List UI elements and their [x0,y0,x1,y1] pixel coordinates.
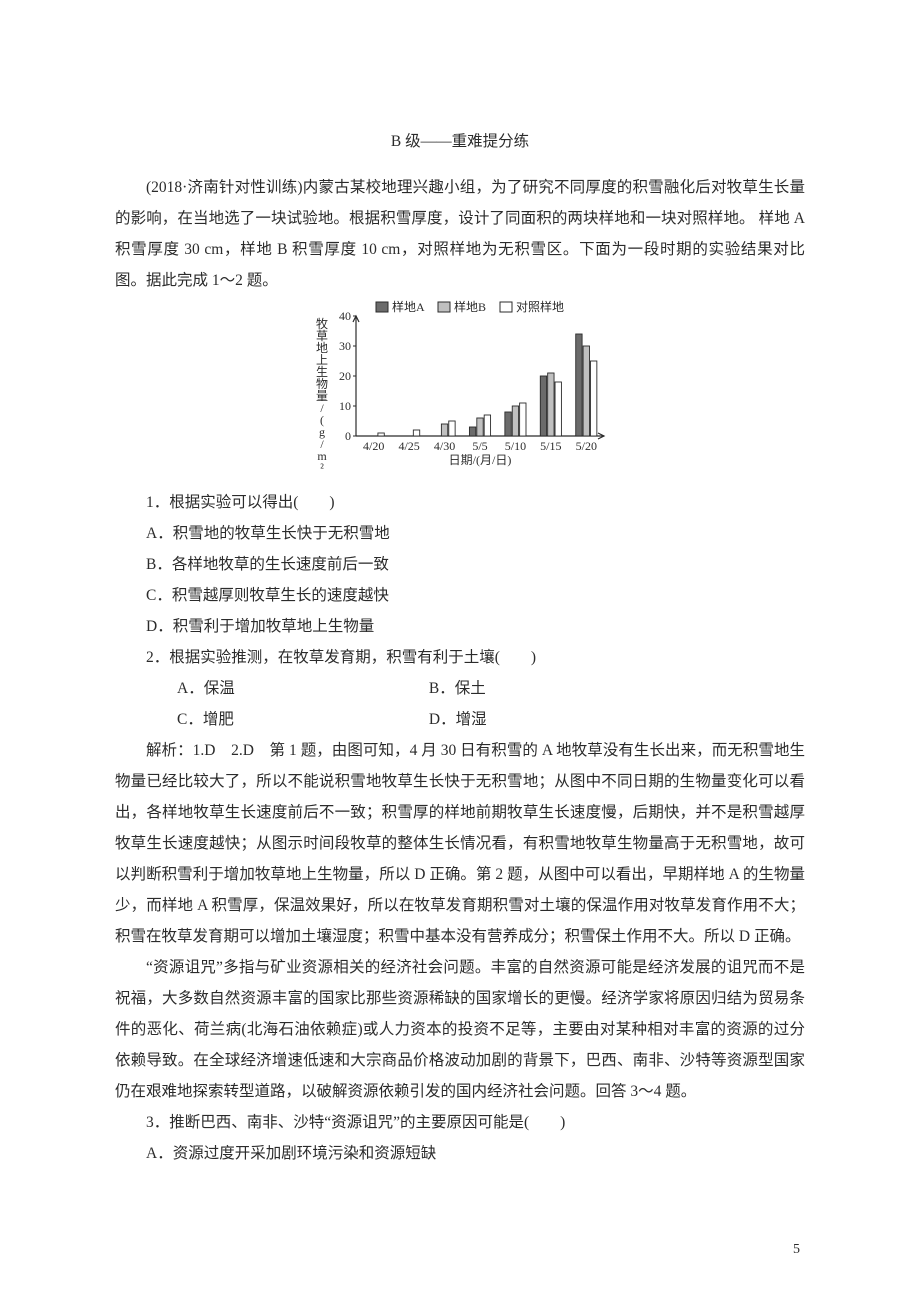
svg-text:5/10: 5/10 [505,439,526,453]
svg-text:4/20: 4/20 [363,439,384,453]
svg-text:40: 40 [339,309,351,323]
svg-text:20: 20 [339,369,351,383]
q1-opt-c: C．积雪越厚则牧草生长的速度越快 [115,580,805,611]
svg-text:日期/(月/日): 日期/(月/日) [449,453,512,467]
section-heading: B 级——重难提分练 [115,126,805,157]
page-number: 5 [793,1236,800,1264]
q1-opt-b: B．各样地牧草的生长速度前后一致 [115,549,805,580]
q1-stem: 1．根据实验可以得出( ) [115,487,805,518]
q1-opt-a: A．积雪地的牧草生长快于无积雪地 [115,518,805,549]
svg-text:4/30: 4/30 [434,439,455,453]
passage-1: (2018·济南针对性训练)内蒙古某校地理兴趣小组，为了研究不同厚度的积雪融化后… [115,172,805,296]
svg-text:样地B: 样地B [454,300,486,314]
q1-opt-d: D．积雪利于增加牧草地上生物量 [115,611,805,642]
svg-text:10: 10 [339,399,351,413]
q2-opt-c: C．增肥 [146,704,425,735]
q2-row-2: C．增肥 D．增湿 [115,704,805,735]
svg-text:5/15: 5/15 [540,439,561,453]
q2-row-1: A．保温 B．保土 [115,673,805,704]
q2-opt-d: D．增湿 [429,711,487,728]
svg-text:4/25: 4/25 [398,439,419,453]
q3-opt-a: A．资源过度开采加剧环境污染和资源短缺 [115,1138,805,1169]
bar-chart: 样地A样地B对照样地010203040牧草地上生物量/(g/m²)4/204/2… [115,300,805,481]
svg-text:对照样地: 对照样地 [516,300,564,314]
q3-stem: 3．推断巴西、南非、沙特“资源诅咒”的主要原因可能是( ) [115,1107,805,1138]
svg-text:0: 0 [345,429,351,443]
explanation: 解析：1.D 2.D 第 1 题，由图可知，4 月 30 日有积雪的 A 地牧草… [115,735,805,952]
svg-text:5/20: 5/20 [576,439,597,453]
q2-stem: 2．根据实验推测，在牧草发育期，积雪有利于土壤( ) [115,642,805,673]
svg-text:5/5: 5/5 [472,439,487,453]
svg-text:²: ² [320,461,324,470]
svg-text:样地A: 样地A [392,300,425,314]
svg-text:30: 30 [339,339,351,353]
passage-2: “资源诅咒”多指与矿业资源相关的经济社会问题。丰富的自然资源可能是经济发展的诅咒… [115,952,805,1107]
q2-opt-b: B．保土 [429,680,486,697]
chart-svg: 样地A样地B对照样地010203040牧草地上生物量/(g/m²)4/204/2… [310,300,610,470]
q2-opt-a: A．保温 [146,673,425,704]
